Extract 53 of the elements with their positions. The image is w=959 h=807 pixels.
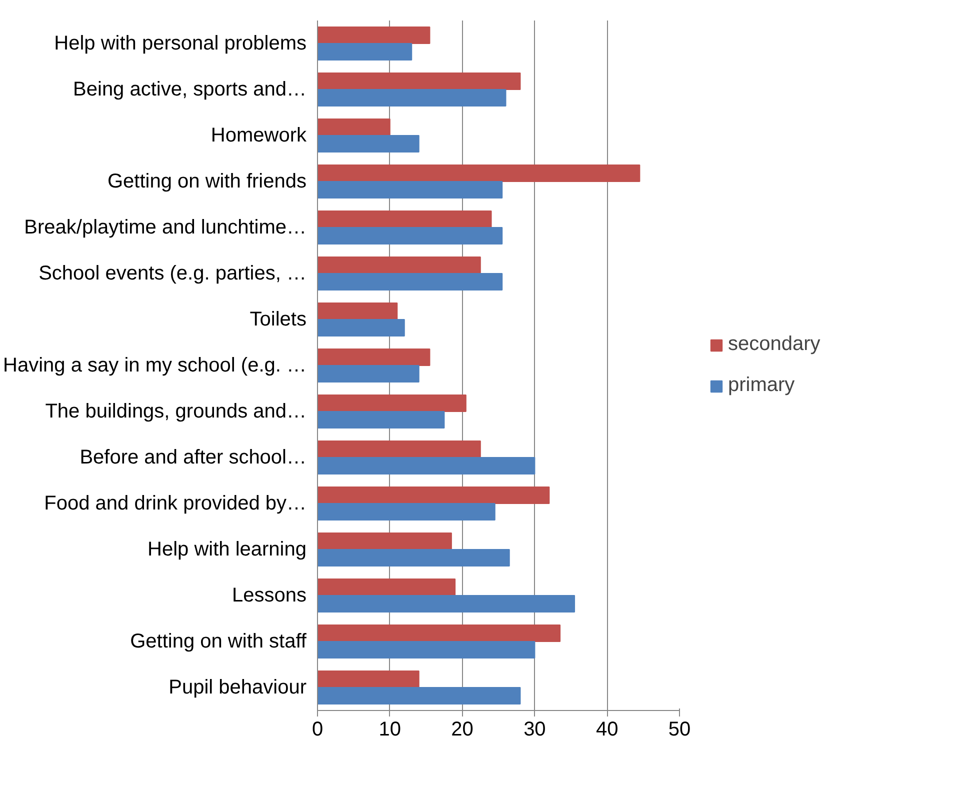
bar — [318, 181, 503, 199]
bar — [318, 486, 550, 504]
bar — [318, 210, 492, 228]
x-tick-label: 50 — [668, 718, 691, 740]
x-tick-label: 10 — [378, 718, 402, 740]
bar — [318, 595, 576, 613]
y-tick-label: Getting on with staff — [130, 630, 307, 652]
bar — [318, 43, 412, 61]
bar — [318, 273, 503, 291]
x-tick-label: 40 — [596, 718, 618, 740]
bar — [318, 641, 536, 659]
bar — [318, 164, 640, 182]
bar — [318, 256, 481, 274]
bar — [318, 532, 452, 550]
y-tick-label: Having a say in my school (e.g. … — [3, 354, 307, 376]
bar — [318, 549, 510, 567]
y-tick-label: Before and after school… — [80, 446, 306, 468]
y-tick-label: Help with personal problems — [54, 32, 306, 54]
bar — [318, 624, 561, 642]
bar — [318, 687, 521, 705]
y-tick-label: Help with learning — [148, 538, 307, 560]
y-tick-label: Toilets — [250, 308, 307, 330]
y-tick-label: Lessons — [232, 584, 307, 606]
bar — [318, 26, 430, 44]
bar — [318, 227, 503, 245]
y-tick-label: The buildings, grounds and… — [45, 400, 306, 422]
bar — [318, 348, 430, 366]
x-tick-label: 20 — [451, 718, 474, 740]
legend-label: primary — [728, 374, 795, 397]
bar — [318, 440, 481, 458]
x-tick-label: 30 — [524, 718, 546, 740]
bar — [318, 503, 496, 521]
legend-label: secondary — [728, 333, 820, 356]
y-tick-label: Break/playtime and lunchtime… — [24, 216, 307, 238]
y-tick-label: Pupil behaviour — [168, 676, 307, 698]
bar — [318, 394, 466, 412]
bar — [318, 72, 521, 90]
y-tick-label: Homework — [210, 124, 308, 146]
y-tick-label: School events (e.g. parties, … — [38, 262, 307, 284]
bar — [318, 118, 390, 136]
bar — [318, 365, 420, 383]
bar — [318, 411, 445, 429]
bar — [318, 578, 456, 596]
bar — [318, 319, 405, 337]
bar — [318, 457, 536, 475]
bar — [318, 302, 398, 320]
bar — [318, 89, 506, 107]
y-tick-label: Food and drink provided by… — [44, 492, 306, 514]
y-tick-label: Being active, sports and… — [73, 78, 307, 100]
bar — [318, 135, 420, 153]
y-tick-label: Getting on with friends — [108, 170, 307, 192]
bar — [318, 670, 420, 688]
x-tick-label: 0 — [312, 718, 324, 740]
